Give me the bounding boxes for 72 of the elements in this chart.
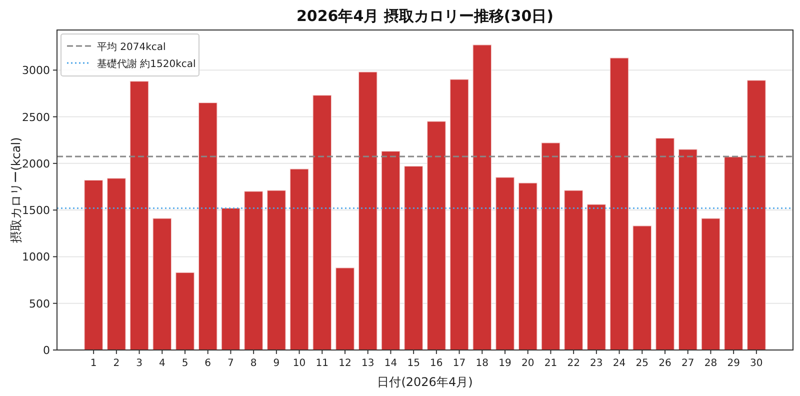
x-tick-label: 13: [361, 358, 374, 369]
bar: [152, 218, 172, 350]
x-tick-label: 17: [452, 358, 466, 369]
x-tick-label: 14: [384, 358, 398, 369]
y-tick-label: 2500: [22, 110, 50, 124]
x-tick-label: 1: [90, 358, 97, 369]
x-tick-label: 19: [498, 358, 512, 369]
y-tick-label: 1500: [22, 204, 50, 218]
legend-label: 平均 2074kcal: [97, 41, 166, 53]
x-tick-label: 22: [567, 358, 580, 369]
bar: [746, 80, 766, 350]
x-tick-label: 7: [228, 358, 234, 369]
x-tick-label: 5: [182, 358, 188, 369]
bar: [84, 180, 104, 350]
x-tick-label: 16: [430, 358, 443, 369]
bar: [106, 178, 126, 350]
x-tick-label: 15: [407, 358, 420, 369]
x-tick-label: 2: [113, 358, 120, 369]
bar: [450, 79, 469, 350]
y-axis-title: 摂取カロリー(kcal): [9, 137, 23, 243]
bar: [336, 268, 354, 350]
legend-label: 基礎代謝 約1520kcal: [97, 58, 196, 70]
bar: [312, 95, 332, 350]
chart-title: 2026年4月 摂取カロリー推移(30日): [296, 7, 554, 25]
x-tick-label: 24: [612, 358, 626, 369]
x-tick-label: 8: [250, 358, 257, 369]
x-tick-label: 23: [590, 358, 603, 369]
bar: [198, 102, 218, 350]
bar: [221, 208, 240, 350]
x-tick-label: 4: [158, 358, 166, 369]
y-tick-label: 2000: [22, 157, 50, 170]
bar: [290, 168, 309, 350]
x-tick-label: 20: [521, 358, 534, 369]
bar: [496, 177, 514, 350]
x-tick-label: 26: [658, 358, 672, 369]
bar: [176, 272, 194, 350]
x-tick-label: 9: [273, 358, 280, 369]
x-tick-label: 30: [750, 358, 763, 369]
x-tick-label: 28: [704, 358, 718, 369]
x-tick-label: 10: [292, 358, 306, 369]
x-tick-label: 25: [636, 358, 649, 369]
x-tick-label: 29: [727, 358, 740, 369]
x-tick-label: 3: [136, 358, 142, 369]
bar: [381, 150, 400, 350]
y-tick-label: 0: [43, 344, 50, 357]
bar: [586, 204, 606, 350]
x-tick-label: 21: [544, 358, 558, 369]
bar: [656, 138, 674, 350]
x-tick-label: 12: [338, 358, 352, 369]
y-tick-label: 500: [29, 297, 50, 310]
bar: [244, 191, 264, 350]
bar: [678, 149, 698, 350]
bar: [564, 190, 584, 350]
bar: [266, 190, 286, 350]
bar: [472, 44, 492, 350]
bar: [724, 156, 744, 350]
bar: [358, 72, 378, 350]
x-tick-label: 6: [204, 358, 212, 369]
bar: [541, 142, 560, 350]
x-tick-label: 18: [476, 358, 489, 369]
x-tick-label: 11: [316, 358, 329, 369]
bar: [701, 218, 720, 350]
bar: [130, 81, 149, 350]
bar: [632, 226, 652, 350]
y-tick-label: 3000: [22, 64, 50, 78]
bar: [404, 166, 424, 350]
x-axis-title: 日付(2026年4月): [377, 375, 473, 389]
bar: [426, 121, 446, 350]
bar: [610, 58, 629, 350]
x-tick-label: 27: [681, 358, 694, 369]
bar: [518, 182, 538, 350]
y-tick-label: 1000: [22, 250, 50, 264]
